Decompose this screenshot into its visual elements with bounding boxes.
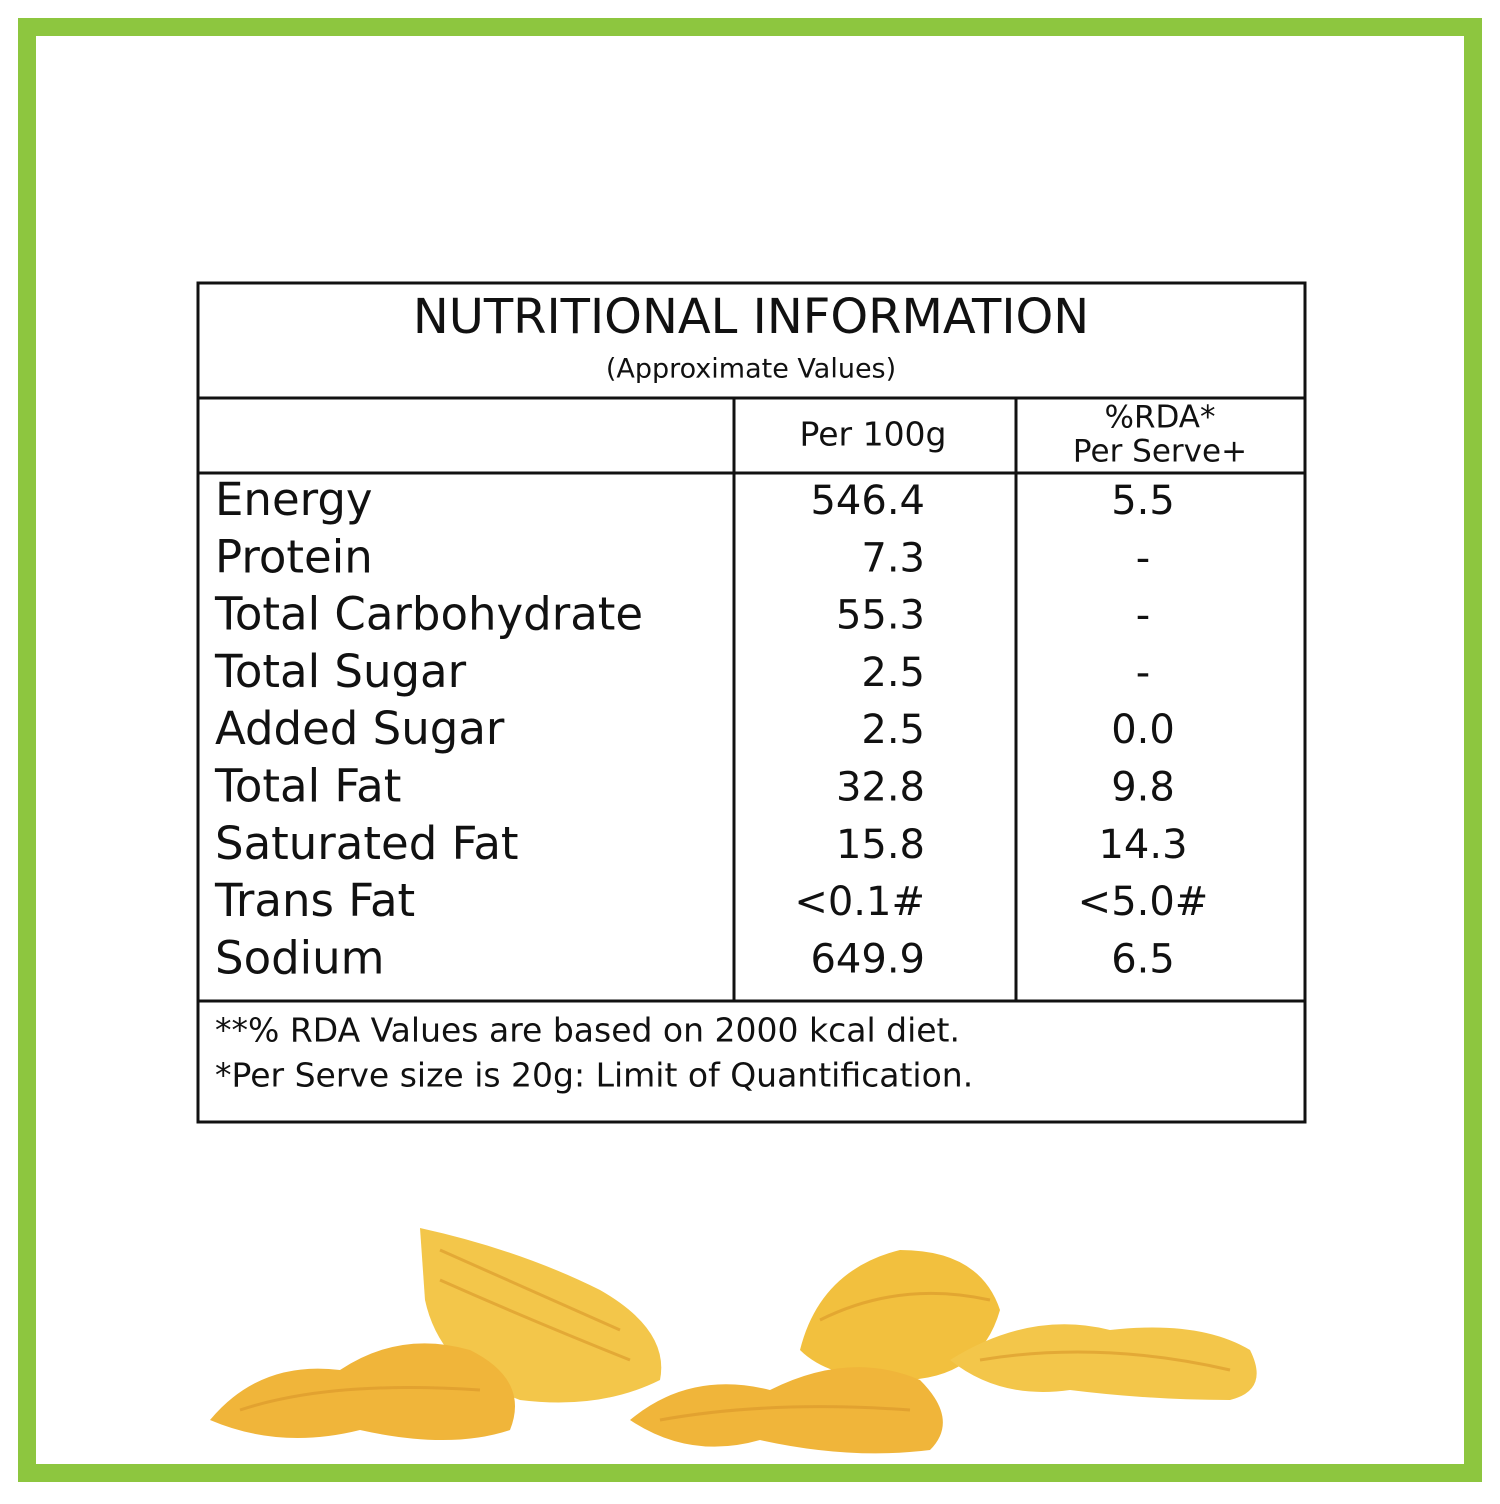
row-label: Trans Fat (214, 874, 415, 927)
frame (18, 18, 1482, 1482)
cell: <5.0# (1078, 879, 1209, 925)
chips (210, 1228, 1257, 1454)
cell: 649.9 (810, 936, 925, 982)
cell: 9.8 (1111, 765, 1175, 811)
cell: - (1136, 650, 1150, 696)
cell: <0.1# (794, 879, 925, 925)
row-label: Added Sugar (215, 702, 505, 755)
row-label: Sodium (215, 931, 385, 984)
cell: 2.5 (861, 707, 925, 753)
row-label: Total Sugar (214, 645, 467, 698)
cell: 2.5 (861, 650, 925, 696)
cell: 15.8 (836, 822, 925, 868)
cell: 32.8 (836, 765, 925, 811)
cell: 0.0 (1111, 707, 1175, 753)
cell: 6.5 (1111, 936, 1175, 982)
cell: - (1136, 535, 1150, 581)
title: NUTRITIONAL INFORMATION (413, 289, 1089, 345)
column-header: Per 100g (799, 415, 946, 454)
cell: 546.4 (810, 478, 925, 524)
row-label: Total Carbohydrate (214, 588, 643, 641)
cell: 5.5 (1111, 478, 1175, 524)
row-label: Total Fat (214, 760, 401, 813)
column-header: %RDA* (1104, 400, 1215, 436)
note: *Per Serve size is 20g: Limit of Quantif… (215, 1056, 973, 1095)
cell: 7.3 (861, 535, 925, 581)
row-label: Energy (215, 473, 373, 526)
column-header: Per Serve+ (1073, 434, 1247, 470)
table-lines (196, 281, 1307, 1124)
row-label: Protein (215, 530, 373, 583)
note: **% RDA Values are based on 2000 kcal di… (215, 1011, 960, 1050)
cell: 14.3 (1098, 822, 1187, 868)
cell: - (1136, 593, 1150, 639)
row-label: Saturated Fat (215, 817, 519, 870)
subtitle: (Approximate Values) (606, 354, 896, 385)
cell: 55.3 (836, 593, 925, 639)
